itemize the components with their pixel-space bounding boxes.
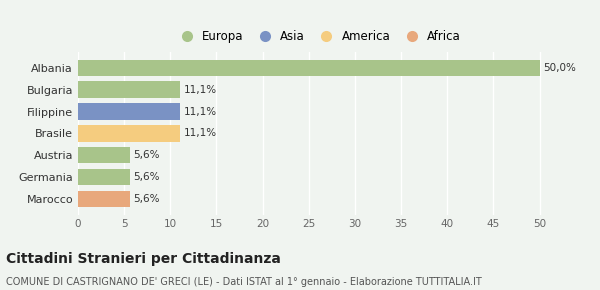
Text: 50,0%: 50,0% — [543, 63, 576, 73]
Bar — [78, 103, 181, 120]
Text: COMUNE DI CASTRIGNANO DE' GRECI (LE) - Dati ISTAT al 1° gennaio - Elaborazione T: COMUNE DI CASTRIGNANO DE' GRECI (LE) - D… — [6, 277, 482, 287]
Text: Cittadini Stranieri per Cittadinanza: Cittadini Stranieri per Cittadinanza — [6, 252, 281, 266]
Bar — [78, 81, 181, 98]
Text: 11,1%: 11,1% — [184, 128, 217, 138]
Text: 5,6%: 5,6% — [133, 150, 160, 160]
Text: 11,1%: 11,1% — [184, 106, 217, 117]
Text: 5,6%: 5,6% — [133, 194, 160, 204]
Legend: Europa, Asia, America, Africa: Europa, Asia, America, Africa — [170, 26, 466, 48]
Bar — [78, 191, 130, 207]
Bar — [78, 147, 130, 164]
Text: 5,6%: 5,6% — [133, 172, 160, 182]
Bar — [78, 169, 130, 185]
Bar — [78, 125, 181, 142]
Bar — [78, 59, 539, 76]
Text: 11,1%: 11,1% — [184, 85, 217, 95]
